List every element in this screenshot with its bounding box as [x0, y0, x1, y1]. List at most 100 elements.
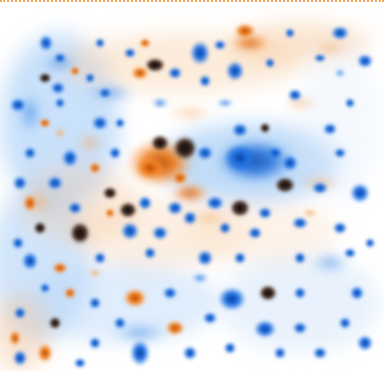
protein-spot [357, 54, 373, 68]
protein-spot [183, 346, 197, 360]
protein-spot [130, 340, 150, 366]
protein-spot [339, 317, 351, 329]
protein-spot [114, 317, 126, 329]
protein-spot [288, 89, 302, 101]
smear [172, 184, 208, 202]
smear [76, 133, 104, 153]
protein-spot [203, 312, 217, 324]
gel-spot-map [0, 3, 384, 371]
protein-spot [232, 123, 248, 137]
protein-spot [74, 358, 86, 368]
protein-spot [230, 199, 250, 217]
protein-spot [144, 247, 156, 259]
protein-spot [145, 58, 165, 72]
smear [110, 321, 170, 345]
protein-spot [199, 75, 211, 87]
protein-spot [23, 194, 37, 212]
protein-spot [12, 237, 24, 249]
protein-spot [85, 73, 95, 83]
protein-spot [334, 148, 346, 158]
protein-spot [197, 146, 213, 160]
protein-spot [292, 217, 308, 229]
protein-spot [260, 123, 270, 133]
protein-spot [294, 287, 306, 299]
protein-spot [99, 88, 111, 98]
protein-spot [219, 222, 231, 234]
protein-spot [94, 252, 106, 264]
protein-spot [95, 38, 105, 48]
protein-spots [9, 23, 375, 368]
smear [166, 104, 214, 122]
protein-spot [234, 252, 246, 264]
protein-spot [119, 202, 137, 218]
haze-patch [300, 43, 380, 203]
protein-spot [39, 35, 53, 51]
protein-spot [105, 208, 115, 218]
protein-spot [254, 320, 276, 338]
protein-spot [152, 226, 168, 240]
protein-spot [22, 252, 38, 270]
protein-spot [9, 330, 21, 346]
protein-spot [274, 347, 286, 359]
protein-spot [218, 287, 246, 311]
smear [16, 91, 44, 135]
protein-spot [172, 171, 188, 185]
protein-spot [173, 136, 197, 160]
protein-spot [138, 196, 152, 210]
protein-spot [51, 82, 65, 94]
protein-spot [151, 97, 169, 109]
smear [190, 210, 230, 226]
protein-spot [40, 283, 50, 293]
protein-spot [49, 317, 61, 329]
protein-spot [334, 68, 346, 78]
protein-spot [92, 116, 108, 130]
protein-spot [216, 98, 234, 108]
protein-spot [323, 123, 337, 135]
protein-spot [285, 28, 295, 38]
protein-spot [197, 250, 213, 266]
smear [30, 189, 50, 217]
protein-spot [226, 61, 244, 81]
protein-spot [293, 322, 307, 334]
gel-image-frame [0, 3, 384, 371]
protein-spot [313, 347, 327, 359]
protein-spot [39, 118, 51, 128]
protein-spot [312, 182, 328, 194]
protein-spot [123, 288, 147, 308]
protein-spot [121, 222, 139, 240]
protein-spot [224, 144, 256, 172]
smear [310, 251, 350, 275]
protein-spot [314, 54, 326, 62]
protein-spot [89, 337, 101, 349]
protein-spot [350, 286, 364, 300]
protein-spot [168, 67, 182, 79]
protein-spot [151, 135, 169, 151]
protein-spot [345, 98, 355, 108]
protein-spot [52, 262, 68, 274]
protein-spot [135, 156, 165, 180]
protein-spot [39, 73, 51, 83]
protein-spot [10, 98, 26, 112]
protein-spot [109, 147, 121, 159]
protein-spot [248, 227, 262, 239]
protein-spot [54, 127, 66, 139]
protein-spot [139, 38, 151, 48]
protein-spot [34, 222, 46, 234]
protein-spot [357, 335, 373, 351]
protein-spot [37, 343, 53, 363]
protein-spot [89, 162, 101, 174]
protein-spot [268, 147, 282, 159]
protein-spot [64, 287, 76, 299]
protein-spot [131, 66, 149, 80]
protein-spot [302, 208, 318, 218]
protein-spot [24, 147, 36, 159]
protein-spot [258, 207, 272, 219]
protein-spot [68, 202, 82, 214]
protein-spot [190, 41, 210, 65]
protein-spot [13, 350, 27, 366]
protein-spot [89, 297, 101, 309]
smear [230, 35, 270, 51]
protein-spot [54, 53, 66, 63]
protein-spot [55, 98, 65, 108]
protein-spot [234, 23, 256, 39]
